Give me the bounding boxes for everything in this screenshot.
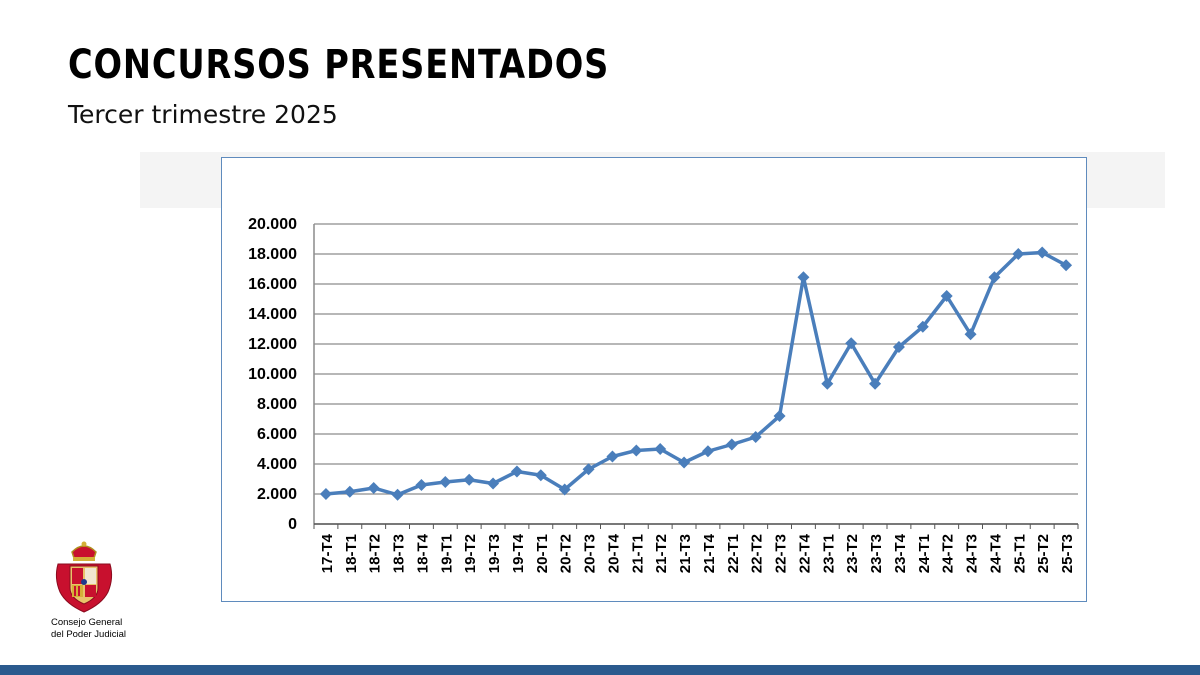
data-point [319, 488, 332, 500]
data-point [845, 337, 858, 350]
y-tick-label: 8.000 [257, 396, 297, 413]
x-tick-label: 22-T1 [725, 534, 742, 573]
data-point [988, 271, 1001, 284]
x-tick-label: 19-T3 [486, 534, 503, 573]
x-tick-label: 21-T2 [653, 534, 670, 573]
data-point [1036, 246, 1049, 259]
logo-caption: Consejo General del Poder Judicial [51, 617, 126, 641]
data-point [797, 271, 810, 284]
x-tick-label: 21-T1 [629, 534, 646, 573]
y-tick-label: 6.000 [257, 426, 297, 443]
data-point [773, 410, 786, 422]
x-tick-label: 23-T1 [820, 534, 837, 573]
logo-caption-line-1: Consejo General [51, 617, 123, 628]
x-tick-label: 17-T4 [319, 533, 336, 573]
x-tick-label: 24-T3 [964, 534, 981, 573]
data-point [916, 320, 929, 333]
x-tick-label: 18-T2 [367, 534, 384, 573]
y-tick-label: 18.000 [248, 246, 297, 263]
x-tick-label: 24-T1 [916, 534, 933, 573]
x-tick-label: 25-T2 [1035, 534, 1052, 573]
footer-bar [0, 665, 1200, 675]
x-tick-label: 18-T4 [414, 533, 431, 573]
data-point [510, 465, 523, 478]
data-point [558, 483, 571, 496]
data-point [343, 485, 356, 498]
coat-of-arms-icon [52, 538, 116, 618]
data-point [534, 469, 547, 482]
data-point [630, 444, 643, 457]
x-tick-label: 25-T1 [1011, 534, 1028, 573]
y-tick-label: 0 [288, 516, 297, 533]
data-point [821, 377, 834, 390]
data-point [892, 341, 905, 353]
y-tick-label: 2.000 [257, 486, 297, 503]
data-point [940, 290, 953, 302]
x-tick-label: 20-T3 [582, 534, 599, 573]
data-point [1012, 248, 1025, 260]
chart-frame: 0 2.000 4.000 6.000 8.000 10.000 12.000 14.000 1… [221, 157, 1087, 602]
y-tick-label: 12.000 [248, 336, 297, 353]
x-tick-label: 19-T1 [438, 534, 455, 573]
data-point [582, 463, 595, 476]
x-tick-label: 25-T3 [1059, 534, 1076, 573]
x-tick-label: 19-T4 [510, 533, 527, 573]
data-point [964, 328, 977, 341]
data-point [1060, 259, 1073, 272]
x-tick-label: 21-T4 [701, 533, 718, 573]
x-tick-label: 18-T1 [343, 534, 360, 573]
y-tick-label: 4.000 [257, 456, 297, 473]
x-tick-label: 22-T2 [749, 534, 766, 573]
y-tick-label: 20.000 [248, 216, 297, 233]
x-tick-label: 23-T4 [892, 533, 909, 573]
data-point [869, 377, 882, 390]
data-point [725, 438, 738, 451]
y-tick-label: 14.000 [248, 306, 297, 323]
x-tick-label: 19-T2 [462, 534, 479, 573]
data-point [463, 473, 476, 486]
data-point [415, 479, 428, 491]
data-point [678, 456, 691, 469]
data-point [439, 476, 452, 488]
page-title: CONCURSOS PRESENTADOS [68, 42, 610, 88]
x-tick-label: 20-T4 [605, 533, 622, 573]
x-tick-label: 24-T2 [940, 534, 957, 573]
x-tick-label: 22-T3 [773, 534, 790, 573]
page-subtitle: Tercer trimestre 2025 [68, 100, 338, 129]
data-point [749, 431, 762, 443]
data-point [367, 482, 380, 494]
line-chart: 0 2.000 4.000 6.000 8.000 10.000 12.000 14.000 1… [248, 216, 1079, 573]
data-point [701, 445, 714, 458]
x-tick-label: 23-T2 [844, 534, 861, 573]
x-tick-label: 23-T3 [868, 534, 885, 573]
data-point [654, 443, 667, 455]
y-tick-label: 16.000 [248, 276, 297, 293]
x-tick-label: 18-T3 [391, 534, 408, 573]
y-tick-label: 10.000 [248, 366, 297, 383]
x-tick-label: 20-T2 [558, 534, 575, 573]
data-point [487, 477, 500, 490]
logo-caption-line-2: del Poder Judicial [51, 629, 126, 640]
x-tick-label: 22-T4 [796, 533, 813, 573]
x-tick-label: 21-T3 [677, 534, 694, 573]
data-point [391, 488, 404, 501]
data-point [606, 450, 619, 463]
x-tick-label: 24-T4 [987, 533, 1004, 573]
x-tick-label: 20-T1 [534, 534, 551, 573]
